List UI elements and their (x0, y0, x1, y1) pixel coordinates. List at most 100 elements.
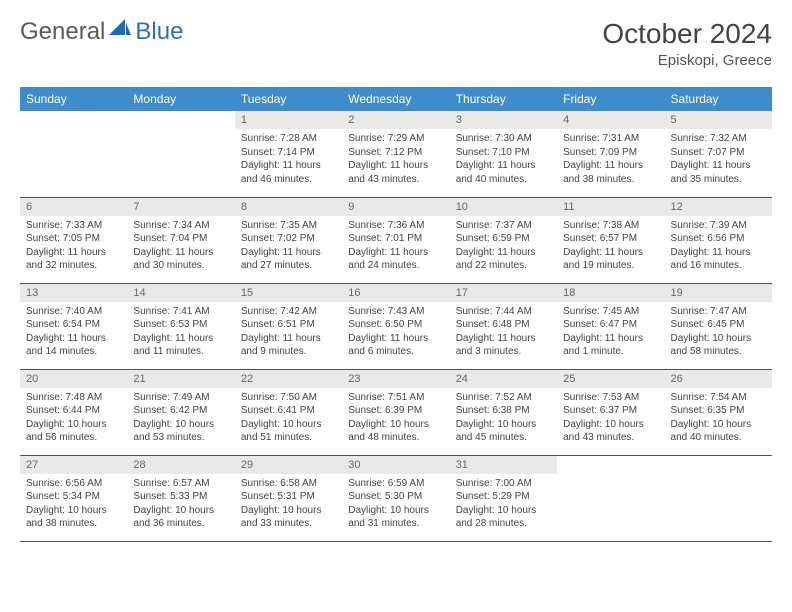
day-number: 26 (665, 370, 772, 388)
sunrise-text: Sunrise: 7:30 AM (456, 132, 551, 146)
day-details: Sunrise: 7:52 AMSunset: 6:38 PMDaylight:… (450, 388, 557, 450)
daylight2-text: and 36 minutes. (133, 517, 228, 531)
sunrise-text: Sunrise: 7:47 AM (671, 305, 766, 319)
calendar-cell: 4Sunrise: 7:31 AMSunset: 7:09 PMDaylight… (557, 111, 664, 197)
calendar-cell (557, 455, 664, 541)
day-number: 5 (665, 111, 772, 129)
daylight2-text: and 51 minutes. (241, 431, 336, 445)
daylight2-text: and 58 minutes. (671, 345, 766, 359)
col-thursday: Thursday (450, 87, 557, 111)
daylight1-text: Daylight: 11 hours (348, 332, 443, 346)
sunrise-text: Sunrise: 7:35 AM (241, 219, 336, 233)
sunset-text: Sunset: 7:02 PM (241, 232, 336, 246)
day-details: Sunrise: 7:00 AMSunset: 5:29 PMDaylight:… (450, 474, 557, 536)
daylight2-text: and 1 minute. (563, 345, 658, 359)
calendar-cell: 31Sunrise: 7:00 AMSunset: 5:29 PMDayligh… (450, 455, 557, 541)
location-subtitle: Episkopi, Greece (602, 52, 772, 69)
calendar-cell: 2Sunrise: 7:29 AMSunset: 7:12 PMDaylight… (342, 111, 449, 197)
sunrise-text: Sunrise: 7:40 AM (26, 305, 121, 319)
day-details: Sunrise: 7:39 AMSunset: 6:56 PMDaylight:… (665, 216, 772, 278)
daylight1-text: Daylight: 11 hours (241, 246, 336, 260)
daylight2-text: and 9 minutes. (241, 345, 336, 359)
daylight1-text: Daylight: 10 hours (26, 504, 121, 518)
daylight1-text: Daylight: 10 hours (133, 504, 228, 518)
daylight1-text: Daylight: 10 hours (671, 418, 766, 432)
sunset-text: Sunset: 6:38 PM (456, 404, 551, 418)
calendar-cell: 26Sunrise: 7:54 AMSunset: 6:35 PMDayligh… (665, 369, 772, 455)
sunrise-text: Sunrise: 7:41 AM (133, 305, 228, 319)
daylight1-text: Daylight: 11 hours (26, 246, 121, 260)
daylight1-text: Daylight: 11 hours (348, 159, 443, 173)
day-number: 6 (20, 198, 127, 216)
day-number: 28 (127, 456, 234, 474)
sunrise-text: Sunrise: 7:36 AM (348, 219, 443, 233)
daylight1-text: Daylight: 10 hours (241, 418, 336, 432)
calendar-cell: 9Sunrise: 7:36 AMSunset: 7:01 PMDaylight… (342, 197, 449, 283)
day-number: 9 (342, 198, 449, 216)
day-details: Sunrise: 6:59 AMSunset: 5:30 PMDaylight:… (342, 474, 449, 536)
sunrise-text: Sunrise: 7:48 AM (26, 391, 121, 405)
calendar-cell (20, 111, 127, 197)
daylight1-text: Daylight: 11 hours (241, 159, 336, 173)
brand-part1: General (20, 18, 105, 46)
day-number: 25 (557, 370, 664, 388)
day-number: 11 (557, 198, 664, 216)
calendar-cell: 30Sunrise: 6:59 AMSunset: 5:30 PMDayligh… (342, 455, 449, 541)
sunset-text: Sunset: 7:14 PM (241, 146, 336, 160)
sunrise-text: Sunrise: 6:56 AM (26, 477, 121, 491)
calendar-cell: 27Sunrise: 6:56 AMSunset: 5:34 PMDayligh… (20, 455, 127, 541)
sunset-text: Sunset: 7:12 PM (348, 146, 443, 160)
daylight2-text: and 56 minutes. (26, 431, 121, 445)
day-number: 21 (127, 370, 234, 388)
day-number: 29 (235, 456, 342, 474)
calendar-cell: 8Sunrise: 7:35 AMSunset: 7:02 PMDaylight… (235, 197, 342, 283)
day-number: 4 (557, 111, 664, 129)
sunset-text: Sunset: 6:45 PM (671, 318, 766, 332)
daylight1-text: Daylight: 10 hours (241, 504, 336, 518)
day-details: Sunrise: 7:45 AMSunset: 6:47 PMDaylight:… (557, 302, 664, 364)
sunrise-text: Sunrise: 7:31 AM (563, 132, 658, 146)
day-number: 13 (20, 284, 127, 302)
day-number: 22 (235, 370, 342, 388)
day-details: Sunrise: 7:43 AMSunset: 6:50 PMDaylight:… (342, 302, 449, 364)
day-number: 23 (342, 370, 449, 388)
day-details: Sunrise: 7:34 AMSunset: 7:04 PMDaylight:… (127, 216, 234, 278)
calendar-cell: 21Sunrise: 7:49 AMSunset: 6:42 PMDayligh… (127, 369, 234, 455)
calendar-cell: 1Sunrise: 7:28 AMSunset: 7:14 PMDaylight… (235, 111, 342, 197)
daylight2-text: and 46 minutes. (241, 173, 336, 187)
day-details: Sunrise: 7:49 AMSunset: 6:42 PMDaylight:… (127, 388, 234, 450)
calendar-cell: 5Sunrise: 7:32 AMSunset: 7:07 PMDaylight… (665, 111, 772, 197)
day-number: 18 (557, 284, 664, 302)
sunset-text: Sunset: 6:59 PM (456, 232, 551, 246)
daylight2-text: and 35 minutes. (671, 173, 766, 187)
sail-icon (107, 18, 133, 46)
calendar-cell: 11Sunrise: 7:38 AMSunset: 6:57 PMDayligh… (557, 197, 664, 283)
daylight1-text: Daylight: 11 hours (563, 246, 658, 260)
daylight1-text: Daylight: 11 hours (563, 159, 658, 173)
daylight2-text: and 27 minutes. (241, 259, 336, 273)
day-details: Sunrise: 7:51 AMSunset: 6:39 PMDaylight:… (342, 388, 449, 450)
weekday-header-row: Sunday Monday Tuesday Wednesday Thursday… (20, 87, 772, 111)
sunset-text: Sunset: 6:47 PM (563, 318, 658, 332)
sunrise-text: Sunrise: 7:52 AM (456, 391, 551, 405)
daylight1-text: Daylight: 11 hours (456, 246, 551, 260)
day-number: 17 (450, 284, 557, 302)
calendar-cell: 15Sunrise: 7:42 AMSunset: 6:51 PMDayligh… (235, 283, 342, 369)
daylight2-text: and 14 minutes. (26, 345, 121, 359)
sunrise-text: Sunrise: 7:49 AM (133, 391, 228, 405)
day-details: Sunrise: 7:41 AMSunset: 6:53 PMDaylight:… (127, 302, 234, 364)
daylight1-text: Daylight: 11 hours (456, 332, 551, 346)
day-details: Sunrise: 7:44 AMSunset: 6:48 PMDaylight:… (450, 302, 557, 364)
brand-part2: Blue (135, 18, 183, 46)
sunset-text: Sunset: 6:50 PM (348, 318, 443, 332)
sunset-text: Sunset: 6:42 PM (133, 404, 228, 418)
daylight1-text: Daylight: 11 hours (241, 332, 336, 346)
sunset-text: Sunset: 7:07 PM (671, 146, 766, 160)
day-details: Sunrise: 7:37 AMSunset: 6:59 PMDaylight:… (450, 216, 557, 278)
daylight1-text: Daylight: 10 hours (456, 504, 551, 518)
sunrise-text: Sunrise: 7:44 AM (456, 305, 551, 319)
sunset-text: Sunset: 6:41 PM (241, 404, 336, 418)
calendar-row: 1Sunrise: 7:28 AMSunset: 7:14 PMDaylight… (20, 111, 772, 197)
day-number: 19 (665, 284, 772, 302)
sunset-text: Sunset: 6:35 PM (671, 404, 766, 418)
